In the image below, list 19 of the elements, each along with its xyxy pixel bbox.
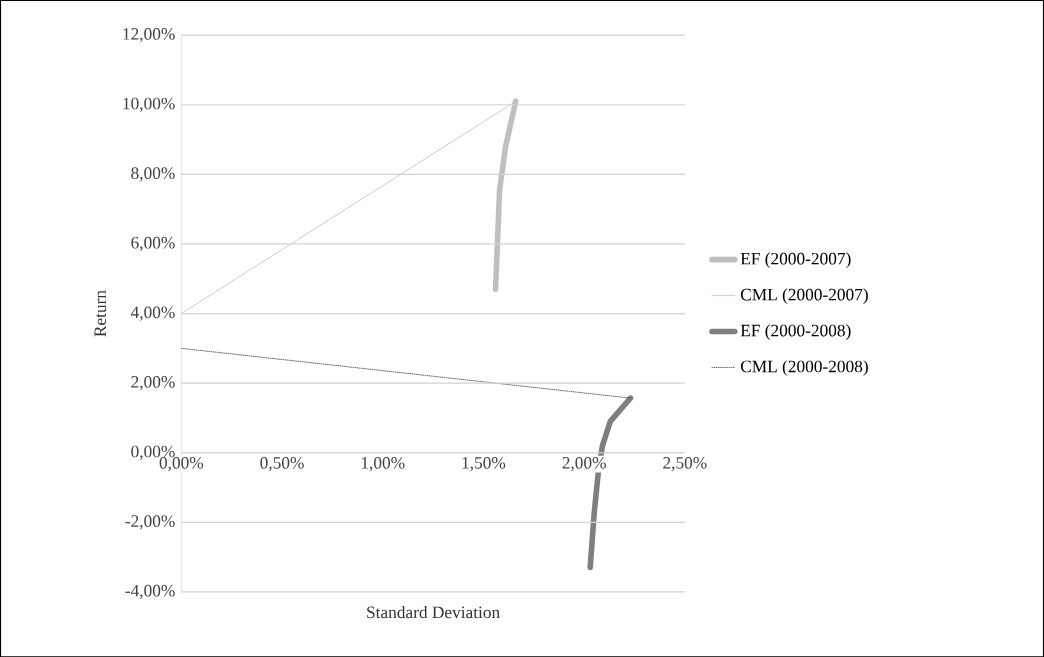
y-tick-label: 10,00% bbox=[123, 97, 175, 112]
y-tick-label: 8,00% bbox=[131, 167, 175, 182]
legend-label: EF (2000-2007) bbox=[740, 252, 851, 268]
y-tick-label: 12,00% bbox=[123, 27, 175, 43]
y-tick-label: 6,00% bbox=[131, 236, 175, 251]
y-axis-title: Return bbox=[94, 290, 107, 337]
y-tick-label: 4,00% bbox=[130, 306, 175, 321]
y-tick-label: -2,00% bbox=[125, 515, 175, 530]
x-axis-title: Standard Deviation bbox=[367, 605, 500, 618]
legend-label: CML (2000-2008) bbox=[740, 359, 868, 376]
x-tick-label: 0,50% bbox=[260, 456, 304, 471]
legend-label: CML (2000-2007) bbox=[740, 288, 868, 304]
y-tick-label: -4,00% bbox=[125, 584, 175, 599]
x-tick-label: 1,00% bbox=[361, 456, 405, 471]
y-tick-label: 2,00% bbox=[131, 375, 175, 391]
x-tick-label: 2,50% bbox=[663, 456, 707, 471]
x-tick-label: 1,50% bbox=[462, 456, 506, 471]
x-tick-label: 2,00% bbox=[562, 456, 606, 471]
legend-label: EF (2000-2008) bbox=[740, 324, 851, 340]
